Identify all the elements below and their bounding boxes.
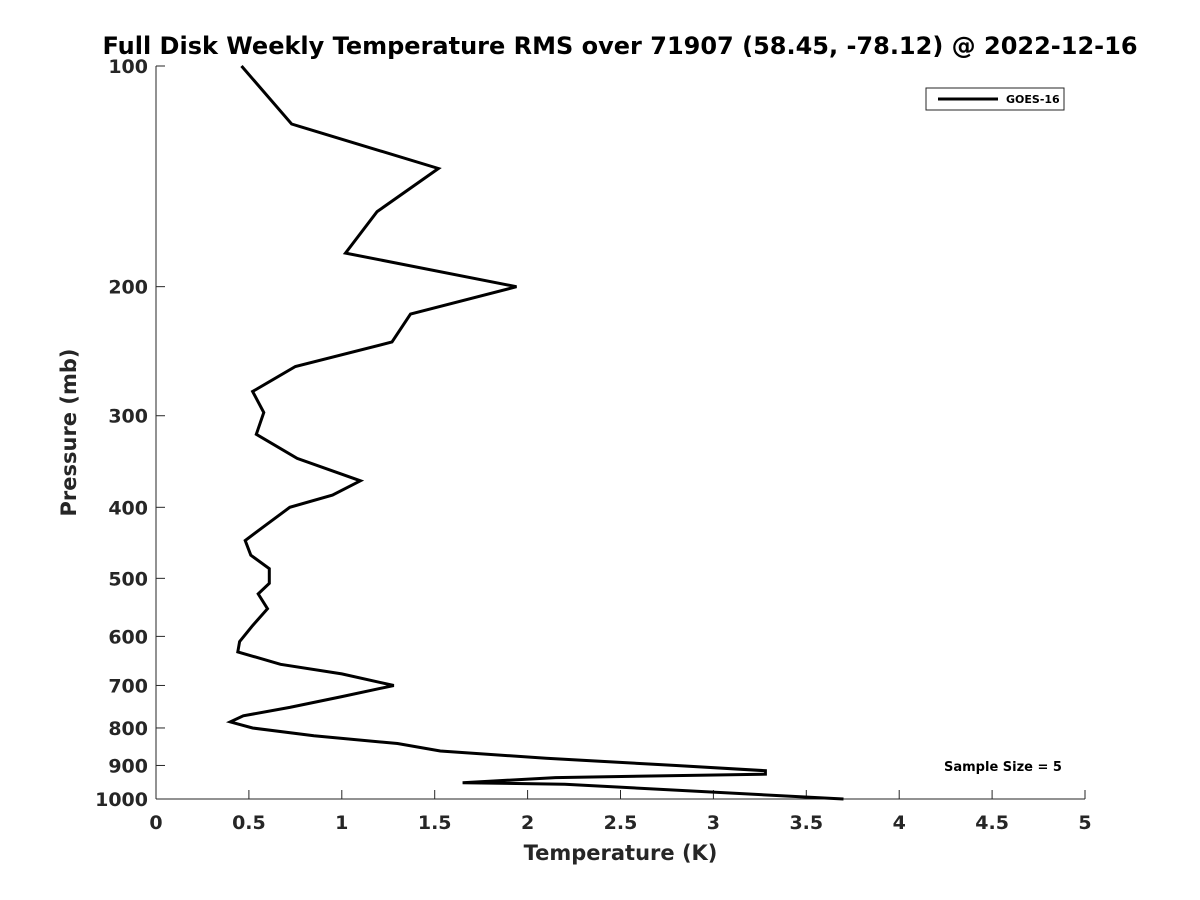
x-tick-label: 4.5 bbox=[975, 812, 1009, 834]
axes bbox=[155, 66, 1085, 800]
chart-title: Full Disk Weekly Temperature RMS over 71… bbox=[102, 32, 1137, 60]
y-tick-label: 300 bbox=[108, 406, 148, 428]
legend-label-goes-16: GOES-16 bbox=[1006, 93, 1060, 106]
y-tick-label: 900 bbox=[108, 755, 148, 777]
y-tick-label: 600 bbox=[108, 626, 148, 648]
x-tick-label: 2.5 bbox=[604, 812, 638, 834]
sample-size-annotation: Sample Size = 5 bbox=[944, 760, 1062, 775]
x-tick-label: 2 bbox=[521, 812, 534, 834]
y-tick-label: 400 bbox=[108, 497, 148, 519]
series-line-goes-16 bbox=[225, 65, 844, 801]
y-tick-label: 700 bbox=[108, 675, 148, 697]
legend: GOES-16 bbox=[925, 87, 1065, 111]
x-tick-label: 0 bbox=[149, 812, 162, 834]
y-tick-label: 800 bbox=[108, 718, 148, 740]
y-tick-label: 100 bbox=[108, 56, 148, 78]
x-tick-label: 0.5 bbox=[232, 812, 266, 834]
y-axis-label: Pressure (mb) bbox=[57, 349, 81, 517]
y-axis-ticks: 100 200 300 400 500 600 700 800 900 1000 bbox=[95, 56, 165, 811]
x-tick-label: 5 bbox=[1078, 812, 1091, 834]
x-tick-label: 1 bbox=[335, 812, 348, 834]
x-tick-label: 1.5 bbox=[418, 812, 452, 834]
x-tick-label: 4 bbox=[893, 812, 906, 834]
x-axis-label: Temperature (K) bbox=[524, 841, 718, 865]
x-axis-ticks: 0 0.5 1 1.5 2 2.5 3 3.5 4 4.5 5 bbox=[149, 790, 1092, 834]
x-tick-label: 3.5 bbox=[789, 812, 823, 834]
y-tick-label: 1000 bbox=[95, 789, 148, 811]
y-tick-label: 200 bbox=[108, 277, 148, 299]
x-tick-label: 3 bbox=[707, 812, 720, 834]
y-tick-label: 500 bbox=[108, 568, 148, 590]
series-group bbox=[225, 65, 844, 801]
